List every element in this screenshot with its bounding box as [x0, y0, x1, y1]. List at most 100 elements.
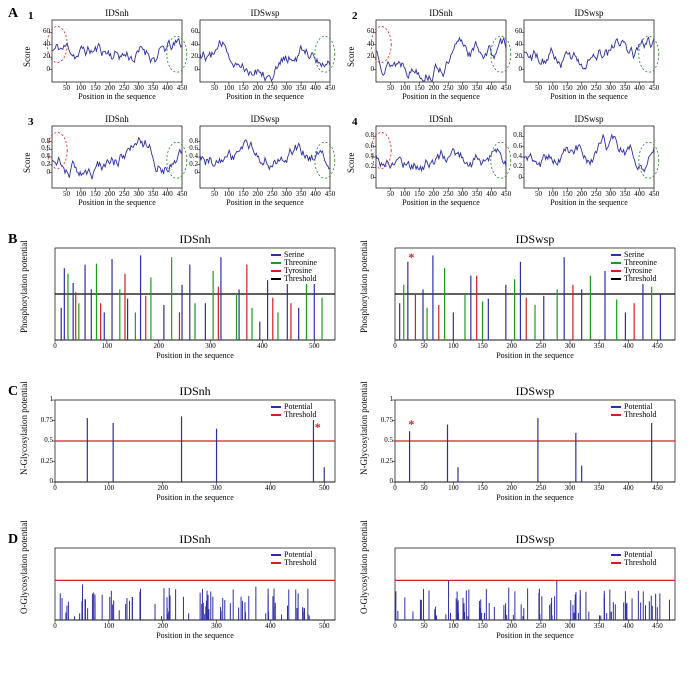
xtick-label: 350 [587, 342, 611, 350]
xtick-label: 500 [302, 342, 326, 350]
xtick-label: 100 [97, 622, 121, 630]
ytick-label: 0.6 [30, 144, 50, 152]
sectionD-legend: PotentialThreshold [609, 550, 658, 568]
mini-xlabel: Position in the sequence [524, 92, 654, 101]
sectionC-ylabel: N-Glycosylation potential [359, 382, 369, 476]
xtick-label: 400 [616, 622, 640, 630]
xtick-label: 350 [587, 484, 611, 492]
ytick-label: 0 [502, 65, 522, 73]
sectionD-title: IDSnh [55, 532, 335, 547]
xtick-label: 0 [383, 342, 407, 350]
xtick-label: 450 [494, 84, 518, 92]
mini-xlabel: Position in the sequence [52, 198, 182, 207]
sectionB-title: IDSnh [55, 232, 335, 247]
sectionC-ylabel: N-Glycosylation potential [19, 382, 29, 476]
ytick-label: 0.6 [502, 142, 522, 150]
sectionB-legend: SerineThreonineTyrosineThreshold [609, 250, 659, 284]
ytick-label: 0.4 [30, 152, 50, 160]
sectionA-plot [200, 126, 330, 188]
xtick-label: 400 [616, 484, 640, 492]
ytick-label: 20 [30, 52, 50, 60]
sectionB-ylabel: Phosphorylation potential [19, 240, 29, 333]
ytick-label: 0.2 [30, 160, 50, 168]
ytick-label: 0.5 [33, 436, 53, 444]
panel-C-label: C [8, 384, 18, 400]
mini-plot-title: IDSwsp [524, 8, 654, 18]
ytick-label: 60 [30, 27, 50, 35]
xtick-label: 450 [646, 622, 670, 630]
xtick-label: 0 [43, 484, 67, 492]
sectionD-title: IDSwsp [395, 532, 675, 547]
sectionC-legend: PotentialThreshold [609, 402, 658, 420]
sectionB-xlabel: Position in the sequence [395, 351, 675, 360]
ytick-label: 40 [502, 40, 522, 48]
sectionC-xlabel: Position in the sequence [395, 493, 675, 502]
ytick-label: 0.25 [373, 457, 393, 465]
mini-plot-title: IDSwsp [200, 114, 330, 124]
sectionD-ylabel: O-Glycosylation potential [19, 521, 29, 615]
ytick-label: 0.4 [178, 152, 198, 160]
xtick-label: 500 [312, 622, 336, 630]
sectionB-legend: SerineThreonineTyrosineThreshold [269, 250, 319, 284]
ytick-label: 0 [178, 168, 198, 176]
mini-plot-title: IDSnh [376, 8, 506, 18]
sectionC-title: IDSnh [55, 384, 335, 399]
sectionC-legend: PotentialThreshold [269, 402, 318, 420]
panel-D-label: D [8, 532, 18, 548]
mini-ylabel: Score [22, 46, 32, 67]
xtick-label: 0 [383, 484, 407, 492]
xtick-label: 450 [646, 342, 670, 350]
ytick-label: 0.4 [502, 152, 522, 160]
xtick-label: 0 [383, 622, 407, 630]
xtick-label: 250 [529, 484, 553, 492]
ytick-label: 60 [502, 27, 522, 35]
ytick-label: 0.8 [178, 137, 198, 145]
mini-plot-title: IDSnh [52, 8, 182, 18]
ytick-label: 60 [354, 27, 374, 35]
ytick-label: 1 [33, 395, 53, 403]
xtick-label: 400 [250, 342, 274, 350]
xtick-label: 100 [441, 622, 465, 630]
sectionA-plot [52, 20, 182, 82]
sectionB-title: IDSwsp [395, 232, 675, 247]
xtick-label: 300 [199, 342, 223, 350]
mini-ylabel: Score [346, 46, 356, 67]
sectionA-plot [376, 20, 506, 82]
xtick-label: 450 [646, 484, 670, 492]
xtick-label: 450 [494, 190, 518, 198]
sectionA-plot [524, 126, 654, 188]
svg-text:*: * [408, 250, 414, 264]
xtick-label: 200 [147, 342, 171, 350]
ytick-label: 60 [178, 27, 198, 35]
subpanel-number: 1 [28, 10, 34, 22]
ytick-label: 0 [30, 65, 50, 73]
sectionD-legend: PotentialThreshold [269, 550, 318, 568]
xtick-label: 200 [151, 484, 175, 492]
ytick-label: 0.8 [502, 131, 522, 139]
ytick-label: 0 [178, 65, 198, 73]
ytick-label: 0.6 [178, 144, 198, 152]
ytick-label: 0 [30, 168, 50, 176]
subpanel-number: 3 [28, 116, 34, 128]
xtick-label: 100 [97, 484, 121, 492]
xtick-label: 500 [312, 484, 336, 492]
ytick-label: 1 [373, 395, 393, 403]
xtick-label: 450 [318, 190, 342, 198]
xtick-label: 200 [500, 622, 524, 630]
xtick-label: 150 [471, 622, 495, 630]
ytick-label: 0.8 [30, 137, 50, 145]
ytick-label: 0 [354, 173, 374, 181]
mini-xlabel: Position in the sequence [200, 92, 330, 101]
mini-xlabel: Position in the sequence [524, 198, 654, 207]
ytick-label: 0.2 [178, 160, 198, 168]
xtick-label: 200 [500, 484, 524, 492]
xtick-label: 0 [43, 622, 67, 630]
ytick-label: 0 [354, 65, 374, 73]
xtick-label: 400 [258, 484, 282, 492]
xtick-label: 100 [441, 484, 465, 492]
xtick-label: 50 [412, 484, 436, 492]
xtick-label: 150 [471, 484, 495, 492]
figure-root: A1IDSnh020406050100150200250300350400450… [0, 0, 699, 697]
sectionC-title: IDSwsp [395, 384, 675, 399]
subpanel-number: 4 [352, 116, 358, 128]
